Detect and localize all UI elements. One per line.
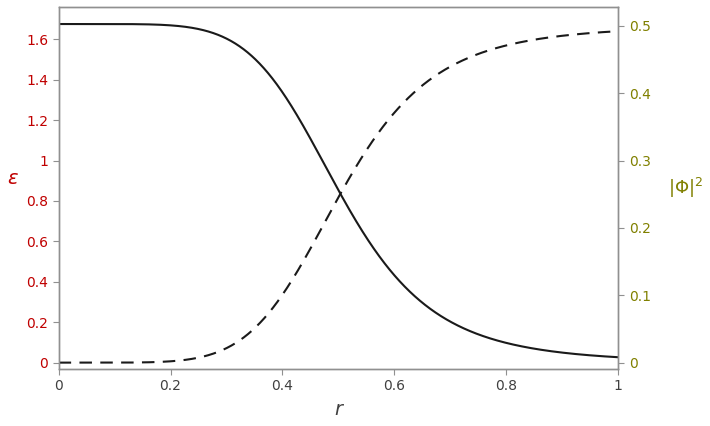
- Y-axis label: $|\Phi|^2$: $|\Phi|^2$: [668, 176, 703, 200]
- Y-axis label: ε: ε: [7, 169, 18, 188]
- X-axis label: r: r: [334, 400, 342, 419]
